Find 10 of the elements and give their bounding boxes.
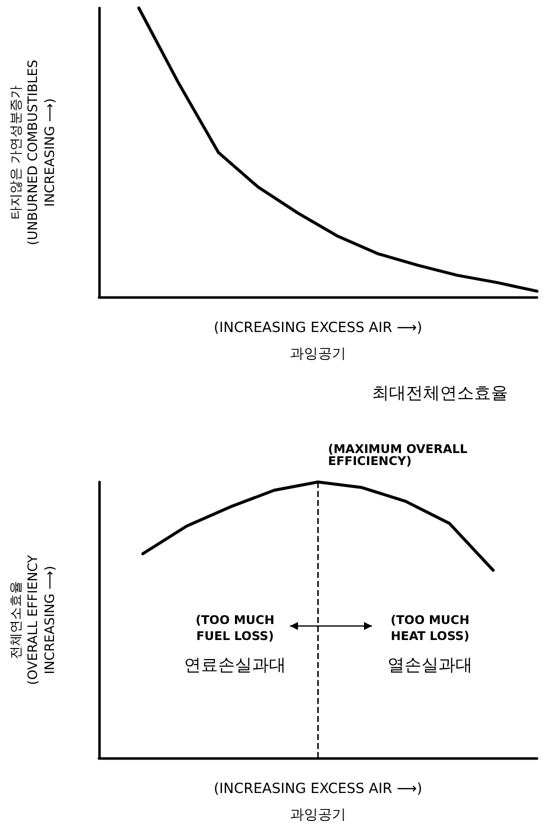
x-axis-title: (INCREASING EXCESS AIR ⟶) 과잉공기 — [214, 781, 422, 823]
y-axis-title: 전체연소효율 (OVERALL EFFIENCY INCREASING ⟶) — [9, 554, 58, 685]
annotation: (TOO MUCH FUEL LOSS) — [196, 613, 274, 643]
text: 최대전체연소효율 — [372, 384, 508, 404]
x-axis-title: (INCREASING EXCESS AIR ⟶) 과잉공기 — [214, 320, 422, 362]
annotation: (TOO MUCH HEAT LOSS) — [390, 613, 470, 643]
text: (MAXIMUM OVERALL EFFICIENCY) — [328, 442, 468, 468]
annotation: 열손실과대 — [388, 656, 472, 676]
annotation: 연료손실과대 — [184, 656, 286, 676]
y-axis-title: 타지않은 가연성분증가 (UNBURNED COMBUSTIBLES INCREASING ⟶) — [9, 60, 58, 246]
